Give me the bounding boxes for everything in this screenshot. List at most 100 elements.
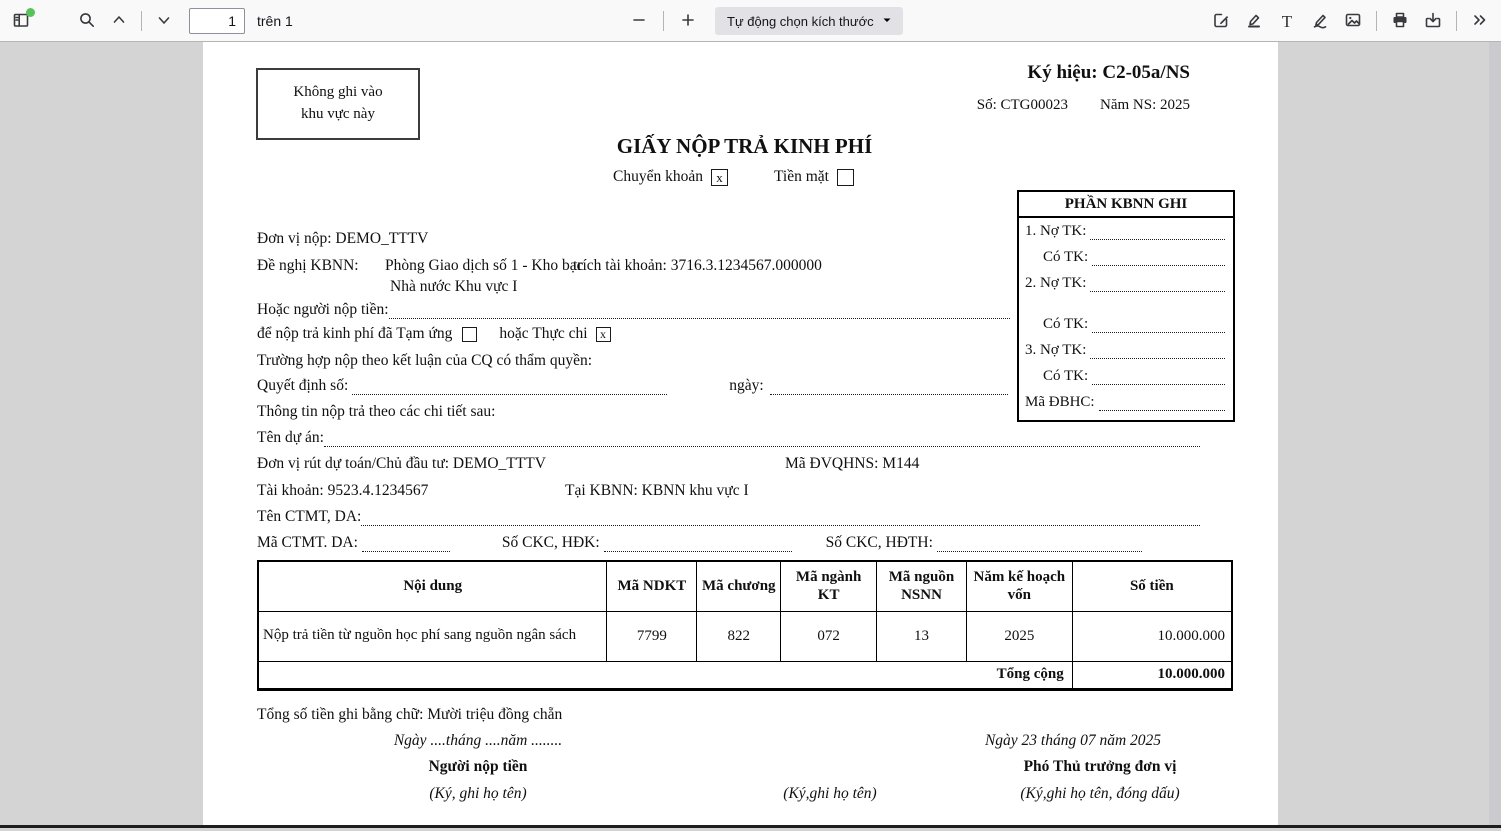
col-header-so-tien: Số tiền xyxy=(1071,560,1233,612)
signature-date-left: Ngày ....tháng ....năm ........ xyxy=(393,732,563,749)
pdf-viewer-area: Không ghi vào khu vực này Ký hiệu: C2-05… xyxy=(0,42,1501,828)
cell-ma-ndkt: 7799 xyxy=(606,610,698,662)
kbnn-row: Có TK: xyxy=(1019,363,1233,389)
image-annotation-icon xyxy=(1344,11,1362,32)
form-number: Số: CTG00023 xyxy=(976,97,1068,113)
actual-spend-label: hoặc Thực chi xyxy=(499,325,588,342)
decision-number-label: Quyết định số: xyxy=(257,377,349,394)
text-annotation-button[interactable]: T xyxy=(1272,6,1302,36)
kbnn-row: 2. Nợ TK: xyxy=(1019,270,1233,296)
toolbar-divider xyxy=(1376,11,1377,31)
zoom-in-button[interactable] xyxy=(673,6,703,36)
previous-page-button[interactable] xyxy=(104,6,134,36)
sidebar-toggle-button[interactable] xyxy=(6,6,36,36)
sidebar-toggle-icon xyxy=(12,11,30,32)
image-annotation-button[interactable] xyxy=(1338,6,1368,36)
page-number-input[interactable] xyxy=(189,8,245,34)
search-icon xyxy=(78,11,96,32)
cash-label: Tiền mặt xyxy=(773,168,829,185)
amount-in-words: Tổng số tiền ghi bằng chữ: Mười triệu đồ… xyxy=(257,706,563,723)
toolbar-zoom-group: Tự động chọn kích thước xyxy=(624,0,903,42)
signature-note-right: (Ký,ghi họ tên, đóng dấu) xyxy=(1020,785,1180,802)
window-bottom-edge xyxy=(0,825,1501,828)
total-value: 10.000.000 xyxy=(1071,660,1233,691)
cell-ma-nganh-kt: 072 xyxy=(780,610,878,662)
draw-button[interactable] xyxy=(1305,6,1335,36)
payer-person-line: Hoặc người nộp tiền: xyxy=(257,301,1010,319)
cell-ma-chuong: 822 xyxy=(696,610,782,662)
kbnn-row: Có TK: xyxy=(1019,311,1233,337)
signature-button[interactable] xyxy=(1206,6,1236,36)
total-label: Tổng cộng xyxy=(257,660,1073,691)
cell-ma-nguon-nsnn: 13 xyxy=(876,610,967,662)
cell-description: Nộp trả tiền từ nguồn học phí sang nguồn… xyxy=(257,610,608,662)
notification-dot xyxy=(26,8,35,17)
detail-info-line: Thông tin nộp trả theo các chi tiết sau: xyxy=(257,403,496,420)
decision-date-label: ngày: xyxy=(729,377,764,394)
kbnn-row-label: Có TK: xyxy=(1043,249,1089,265)
transfer-label: Chuyển khoản xyxy=(613,168,703,185)
no-write-box: Không ghi vào khu vực này xyxy=(256,68,420,140)
pdf-page: Không ghi vào khu vực này Ký hiệu: C2-05… xyxy=(203,42,1278,828)
print-icon xyxy=(1391,11,1409,32)
kbnn-row-label: Có TK: xyxy=(1043,368,1089,384)
ctmt-code-label: Mã CTMT. DA: xyxy=(257,534,358,551)
form-symbol: Ký hiệu: C2-05a/NS xyxy=(1027,62,1190,83)
authority-conclusion-line: Trường hợp nộp theo kết luận của CQ có t… xyxy=(257,352,593,369)
col-header-ma-nganh-kt: Mã ngành KT xyxy=(780,560,878,612)
page-count-label: trên 1 xyxy=(257,13,293,29)
zoom-out-button[interactable] xyxy=(624,6,654,36)
dvqhns-code: Mã ĐVQHNS: M144 xyxy=(785,455,920,472)
col-header-ma-chuong: Mã chương xyxy=(696,560,782,612)
download-button[interactable] xyxy=(1418,6,1448,36)
vertical-scrollbar[interactable] xyxy=(1489,42,1501,828)
kbnn-row: Mã ĐBHC: xyxy=(1019,389,1233,415)
zoom-scale-select[interactable]: Tự động chọn kích thước xyxy=(715,7,903,35)
at-kbnn-line: Tại KBNN: KBNN khu vực I xyxy=(565,482,749,499)
account-line: Tài khoản: 9523.4.1234567 xyxy=(257,482,429,499)
debit-account: trích tài khoản: 3716.3.1234567.000000 xyxy=(573,257,822,274)
refund-type-label: để nộp trả kinh phí đã Tạm ứng xyxy=(257,325,453,342)
no-write-line1: Không ghi vào xyxy=(293,84,383,101)
kbnn-row-label: 3. Nợ TK: xyxy=(1025,342,1087,358)
project-name-line: Tên dự án: xyxy=(257,429,1200,447)
toolbar-divider xyxy=(141,11,142,31)
kbnn-request-bank1: Phòng Giao dịch số 1 - Kho bạc xyxy=(385,257,584,274)
more-tools-icon xyxy=(1471,11,1489,32)
signature-note-left: (Ký, ghi họ tên) xyxy=(429,785,527,802)
toolbar-divider xyxy=(1456,11,1457,31)
toolbar-right-group: T xyxy=(1206,0,1495,42)
zoom-scale-value: Tự động chọn kích thước xyxy=(727,13,874,29)
cell-so-tien: 10.000.000 xyxy=(1071,610,1233,662)
next-page-button[interactable] xyxy=(149,6,179,36)
ctmt-name-label: Tên CTMT, DA: xyxy=(257,508,362,525)
detail-table: Nội dung Mã NDKT Mã chương Mã ngành KT M… xyxy=(257,560,1233,691)
kbnn-section-title: PHẦN KBNN GHI xyxy=(1019,192,1233,218)
col-header-noi-dung: Nội dung xyxy=(257,560,608,612)
find-button[interactable] xyxy=(72,6,102,36)
kbnn-row: Có TK: xyxy=(1019,244,1233,270)
payment-method-row: Chuyển khoản x Tiền mặt xyxy=(613,168,854,186)
download-icon xyxy=(1424,11,1442,32)
signature-role-left: Người nộp tiền xyxy=(428,758,528,775)
pdf-viewer-toolbar: trên 1 Tự động chọn kích thước xyxy=(0,0,1501,42)
zoom-in-icon xyxy=(680,12,696,31)
cell-nam-ke-hoach: 2025 xyxy=(965,610,1073,662)
more-tools-button[interactable] xyxy=(1465,6,1495,36)
cash-checkbox xyxy=(836,168,854,186)
highlight-button[interactable] xyxy=(1239,6,1269,36)
kbnn-row-label: 2. Nợ TK: xyxy=(1025,275,1087,291)
zoom-out-icon xyxy=(631,12,647,31)
print-button[interactable] xyxy=(1385,6,1415,36)
ckc-hdk-label: Số CKC, HĐK: xyxy=(501,534,600,551)
toolbar-left-group: trên 1 xyxy=(6,0,293,42)
document-title: GIẤY NỘP TRẢ KINH PHÍ xyxy=(616,134,873,158)
col-header-ma-ndkt: Mã NDKT xyxy=(606,560,698,612)
kbnn-row: 1. Nợ TK: xyxy=(1019,218,1233,244)
kbnn-section-box: PHẦN KBNN GHI 1. Nợ TK: Có TK: 2. Nợ TK:… xyxy=(1017,190,1235,422)
chevron-down-icon xyxy=(156,12,172,31)
kbnn-request-label: Đề nghị KBNN: xyxy=(257,257,359,274)
col-header-nam-ke-hoach: Năm kế hoạch vốn xyxy=(965,560,1073,612)
ctmt-name-line: Tên CTMT, DA: xyxy=(257,508,1200,526)
estimate-unit-line: Đơn vị rút dự toán/Chủ đầu tư: DEMO_TTTV xyxy=(257,455,546,472)
